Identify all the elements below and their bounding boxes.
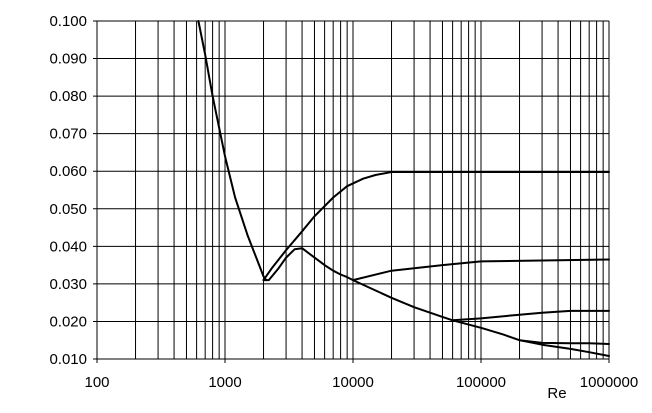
y-tick-label: 0.100 [49,13,87,30]
y-tick-label: 0.050 [49,201,87,218]
y-tick-label: 0.030 [49,276,87,293]
series-line-3 [262,247,610,282]
y-tick-label: 0.090 [49,51,87,68]
y-tick-label: 0.060 [49,163,87,180]
series-line-4 [352,279,610,322]
y-tick-label: 0.020 [49,313,87,330]
x-tick-label: 10000 [332,374,374,391]
y-tick-label: 0.040 [49,238,87,255]
y-tick-label: 0.070 [49,126,87,143]
y-axis-ticks: 0.010 0.020 0.030 0.040 0.050 0.060 0.070 0.080… [49,13,87,368]
data-series [197,20,610,357]
x-axis-label: Re [547,385,566,402]
x-tick-label: 100 [84,374,109,391]
x-tick-label: 1000 [208,374,241,391]
x-tick-label: 1000000 [580,374,638,391]
x-tick-label: 100000 [456,374,506,391]
series-line-5 [451,319,610,345]
x-axis-ticks: 100 1000 10000 100000 1000000 [84,374,638,391]
series-line-2 [262,171,610,282]
grid-lines [93,20,610,363]
y-tick-label: 0.080 [49,88,87,105]
series-line-1 [197,20,268,282]
y-tick-label: 0.010 [49,351,87,368]
series-line-6 [518,339,610,357]
